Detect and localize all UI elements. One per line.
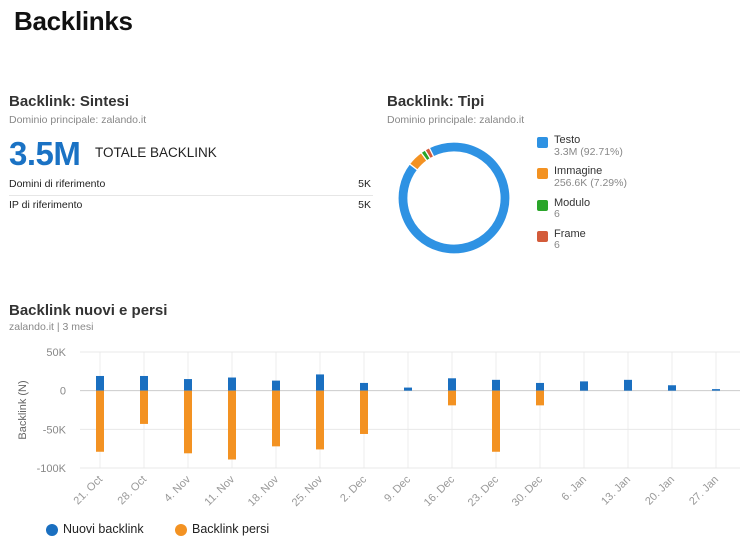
referring-ips-label: IP di riferimento xyxy=(9,199,83,211)
legend-new-backlinks[interactable]: Nuovi backlink xyxy=(63,522,144,536)
referring-domains-value[interactable]: 5K xyxy=(358,178,371,190)
bar-lost-backlinks[interactable] xyxy=(360,390,368,434)
bar-new-backlinks[interactable] xyxy=(140,375,148,391)
x-tick-label: 27. Jan xyxy=(687,474,721,508)
bar-new-backlinks[interactable] xyxy=(96,375,104,391)
referring-domains-row[interactable]: Domini di riferimento 5K xyxy=(9,175,373,196)
legend-label-modulo[interactable]: Modulo xyxy=(554,197,591,209)
referring-ips-value[interactable]: 5K xyxy=(358,199,371,211)
x-tick-label: 23. Dec xyxy=(466,473,502,509)
bar-new-backlinks[interactable] xyxy=(448,378,456,391)
bar-lost-backlinks[interactable] xyxy=(140,390,148,424)
legend-value-modulo: 6 xyxy=(554,208,560,220)
bar-new-backlinks[interactable] xyxy=(228,377,236,391)
bar-new-backlinks[interactable] xyxy=(184,379,192,391)
x-tick-label: 30. Dec xyxy=(510,473,546,509)
total-backlinks-label: TOTALE BACKLINK xyxy=(95,145,217,160)
trend-subtitle: zalando.it | 3 mesi xyxy=(9,321,94,333)
x-tick-label: 25. Nov xyxy=(290,473,326,509)
types-title: Backlink: Tipi xyxy=(387,93,485,110)
x-tick-label: 16. Dec xyxy=(422,473,458,509)
bar-lost-backlinks[interactable] xyxy=(272,390,280,447)
bar-new-backlinks[interactable] xyxy=(580,381,588,391)
summary-subtitle: Dominio principale: zalando.it xyxy=(9,114,147,126)
x-tick-label: 13. Jan xyxy=(599,474,633,508)
types-donut-chart xyxy=(397,141,511,255)
donut-slice-frame[interactable] xyxy=(424,146,435,160)
referring-domains-label: Domini di riferimento xyxy=(9,178,106,190)
total-backlinks-value[interactable]: 3.5M xyxy=(9,135,81,172)
bar-lost-backlinks[interactable] xyxy=(316,390,324,450)
bar-new-backlinks[interactable] xyxy=(404,387,412,391)
bar-lost-backlinks[interactable] xyxy=(96,390,104,452)
bar-new-backlinks[interactable] xyxy=(712,389,720,391)
page-title: Backlinks xyxy=(14,6,133,36)
bar-lost-backlinks[interactable] xyxy=(536,390,544,406)
x-tick-label: 21. Oct xyxy=(72,474,106,508)
bar-new-backlinks[interactable] xyxy=(316,374,324,391)
bar-lost-backlinks[interactable] xyxy=(492,390,500,452)
bar-new-backlinks[interactable] xyxy=(492,379,500,391)
legend-dot-lost xyxy=(175,524,187,536)
x-tick-label: 28. Oct xyxy=(116,474,150,508)
y-tick-label: 0 xyxy=(60,386,66,398)
x-tick-label: 4. Nov xyxy=(162,473,193,504)
legend-value-immagine: 256.6K (7.29%) xyxy=(554,177,627,189)
legend-label-frame[interactable]: Frame xyxy=(554,228,586,240)
bar-new-backlinks[interactable] xyxy=(536,382,544,391)
x-tick-label: 6. Jan xyxy=(559,474,589,504)
bar-lost-backlinks[interactable] xyxy=(448,390,456,406)
trend-bar-chart: 50K 0 -50K -100K Backlink (N) 21. Oct 28. Oct 4… xyxy=(17,347,740,509)
x-tick-label: 9. Dec xyxy=(382,473,413,504)
bar-new-backlinks[interactable] xyxy=(272,380,280,391)
x-tick-label: 11. Nov xyxy=(202,473,237,508)
x-tick-label: 18. Nov xyxy=(246,473,282,509)
legend-swatch-frame xyxy=(537,231,548,242)
x-tick-label: 20. Jan xyxy=(643,474,677,508)
legend-value-testo: 3.3M (92.71%) xyxy=(554,146,623,158)
x-tick-label: 2. Dec xyxy=(338,473,369,504)
bar-new-backlinks[interactable] xyxy=(624,379,632,391)
y-tick-label: -50K xyxy=(43,424,67,436)
bar-lost-backlinks[interactable] xyxy=(228,390,236,460)
legend-dot-new xyxy=(46,524,58,536)
legend-label-testo[interactable]: Testo xyxy=(554,134,581,146)
legend-lost-backlinks[interactable]: Backlink persi xyxy=(192,522,270,536)
legend-value-frame: 6 xyxy=(554,239,560,251)
summary-title: Backlink: Sintesi xyxy=(9,93,130,110)
y-tick-label: -100K xyxy=(37,463,67,475)
legend-swatch-modulo xyxy=(537,200,548,211)
y-axis-title: Backlink (N) xyxy=(17,380,29,439)
bar-new-backlinks[interactable] xyxy=(668,385,676,391)
trend-title: Backlink nuovi e persi xyxy=(9,302,168,319)
legend-label-immagine[interactable]: Immagine xyxy=(554,165,603,177)
y-tick-label: 50K xyxy=(46,347,66,359)
types-subtitle: Dominio principale: zalando.it xyxy=(387,114,525,126)
legend-swatch-testo xyxy=(537,137,548,148)
bar-new-backlinks[interactable] xyxy=(360,382,368,391)
referring-ips-row[interactable]: IP di riferimento 5K xyxy=(9,196,373,216)
donut-slice-testo[interactable] xyxy=(397,141,511,255)
bar-lost-backlinks[interactable] xyxy=(184,390,192,454)
legend-swatch-immagine xyxy=(537,168,548,179)
